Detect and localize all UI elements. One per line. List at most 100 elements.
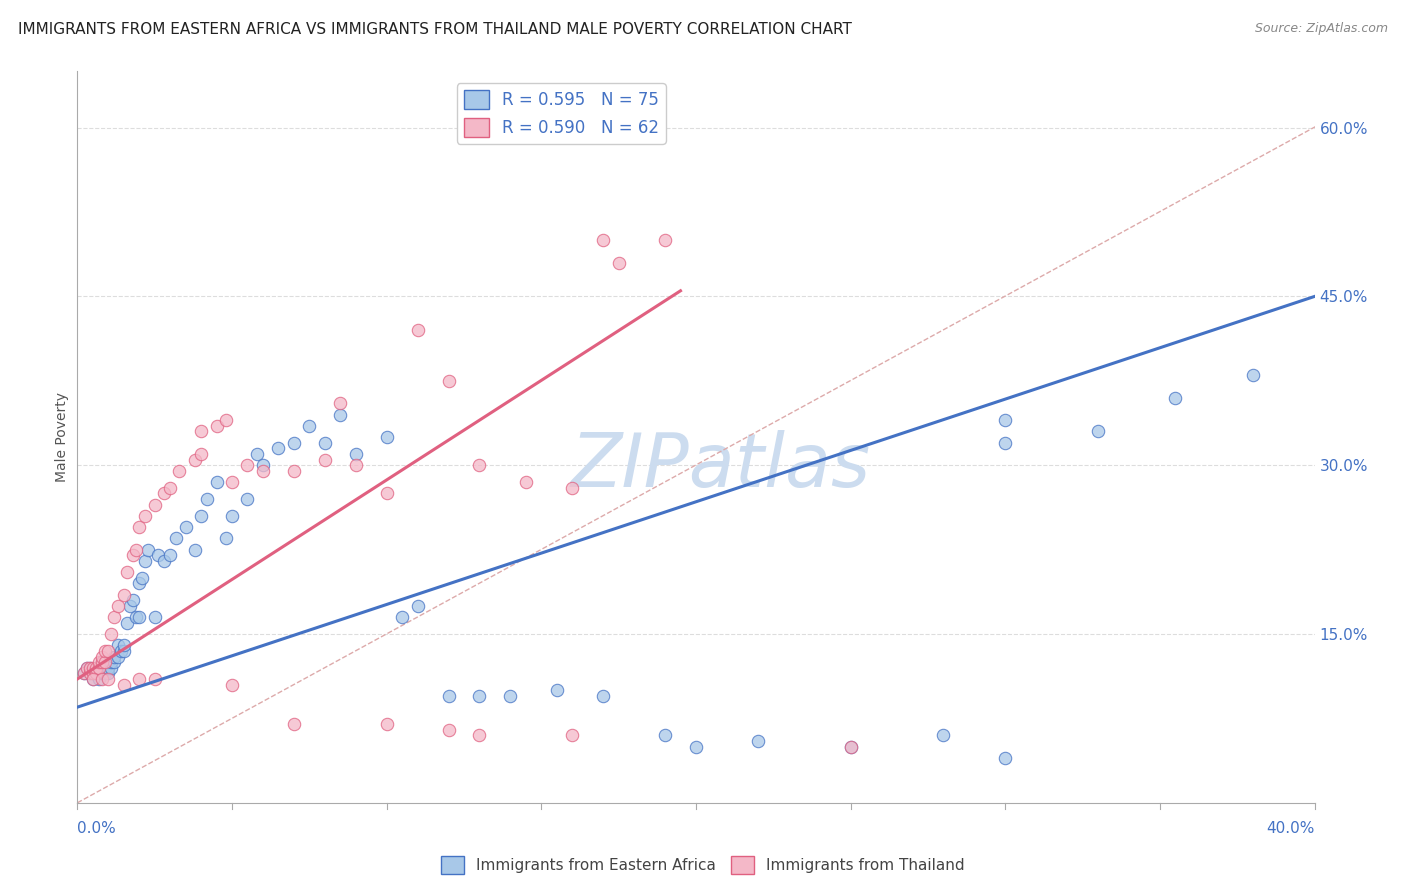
Point [91, 666, 114, 681]
Point [561, 481, 583, 495]
Point [267, 442, 290, 456]
Point [468, 689, 491, 703]
Point [561, 728, 583, 742]
Point [165, 532, 187, 546]
Point [94, 666, 117, 681]
Point [82, 661, 104, 675]
Text: IMMIGRANTS FROM EASTERN AFRICA VS IMMIGRANTS FROM THAILAND MALE POVERTY CORRELAT: IMMIGRANTS FROM EASTERN AFRICA VS IMMIGR… [18, 22, 852, 37]
Point [344, 447, 367, 461]
Point [195, 491, 218, 506]
Point [128, 610, 150, 624]
Point [103, 610, 125, 624]
Point [143, 610, 166, 624]
Point [221, 678, 243, 692]
Point [1164, 391, 1187, 405]
Point [82, 666, 104, 681]
Point [994, 435, 1017, 450]
Point [592, 233, 614, 247]
Point [236, 491, 259, 506]
Point [103, 655, 125, 669]
Point [125, 610, 148, 624]
Point [97, 666, 120, 681]
Text: Source: ZipAtlas.com: Source: ZipAtlas.com [1254, 22, 1388, 36]
Point [685, 739, 707, 754]
Point [134, 554, 156, 568]
Point [314, 452, 336, 467]
Point [112, 588, 135, 602]
Point [87, 672, 110, 686]
Point [391, 610, 413, 624]
Point [592, 689, 614, 703]
Point [72, 666, 94, 681]
Point [190, 508, 212, 523]
Point [184, 542, 207, 557]
Point [252, 464, 274, 478]
Point [76, 661, 98, 675]
Point [994, 413, 1017, 427]
Point [283, 717, 305, 731]
Point [994, 751, 1017, 765]
Point [128, 672, 150, 686]
Point [115, 565, 138, 579]
Point [110, 644, 132, 658]
Point [112, 678, 135, 692]
Point [100, 661, 122, 675]
Point [72, 666, 94, 681]
Point [97, 644, 120, 658]
Point [190, 447, 212, 461]
Point [79, 666, 101, 681]
Point [82, 666, 104, 681]
Point [221, 475, 243, 489]
Point [103, 649, 125, 664]
Point [314, 435, 336, 450]
Point [94, 644, 117, 658]
Point [97, 655, 120, 669]
Point [87, 661, 110, 675]
Point [97, 672, 120, 686]
Point [131, 571, 153, 585]
Point [329, 408, 352, 422]
Point [159, 548, 181, 562]
Point [107, 599, 129, 613]
Point [499, 689, 522, 703]
Point [125, 542, 148, 557]
Point [94, 655, 117, 669]
Point [153, 486, 176, 500]
Point [169, 464, 191, 478]
Point [468, 458, 491, 473]
Point [546, 683, 568, 698]
Point [839, 739, 862, 754]
Legend: R = 0.595   N = 75, R = 0.590   N = 62: R = 0.595 N = 75, R = 0.590 N = 62 [457, 83, 665, 144]
Point [153, 554, 176, 568]
Point [283, 435, 305, 450]
Point [437, 374, 460, 388]
Point [215, 532, 238, 546]
Point [118, 599, 141, 613]
Point [174, 520, 197, 534]
Point [283, 464, 305, 478]
Point [468, 728, 491, 742]
Point [747, 734, 769, 748]
Point [122, 548, 145, 562]
Point [79, 661, 101, 675]
Text: 40.0%: 40.0% [1267, 821, 1315, 836]
Point [97, 661, 120, 675]
Point [84, 666, 107, 681]
Point [91, 661, 114, 675]
Point [107, 638, 129, 652]
Point [84, 661, 107, 675]
Point [246, 447, 269, 461]
Point [146, 548, 169, 562]
Point [100, 627, 122, 641]
Point [1087, 425, 1109, 439]
Point [115, 615, 138, 630]
Point [128, 520, 150, 534]
Point [236, 458, 259, 473]
Legend: Immigrants from Eastern Africa, Immigrants from Thailand: Immigrants from Eastern Africa, Immigran… [434, 850, 972, 880]
Point [839, 739, 862, 754]
Y-axis label: Male Poverty: Male Poverty [55, 392, 69, 482]
Point [437, 689, 460, 703]
Point [190, 425, 212, 439]
Point [375, 430, 398, 444]
Point [607, 255, 630, 269]
